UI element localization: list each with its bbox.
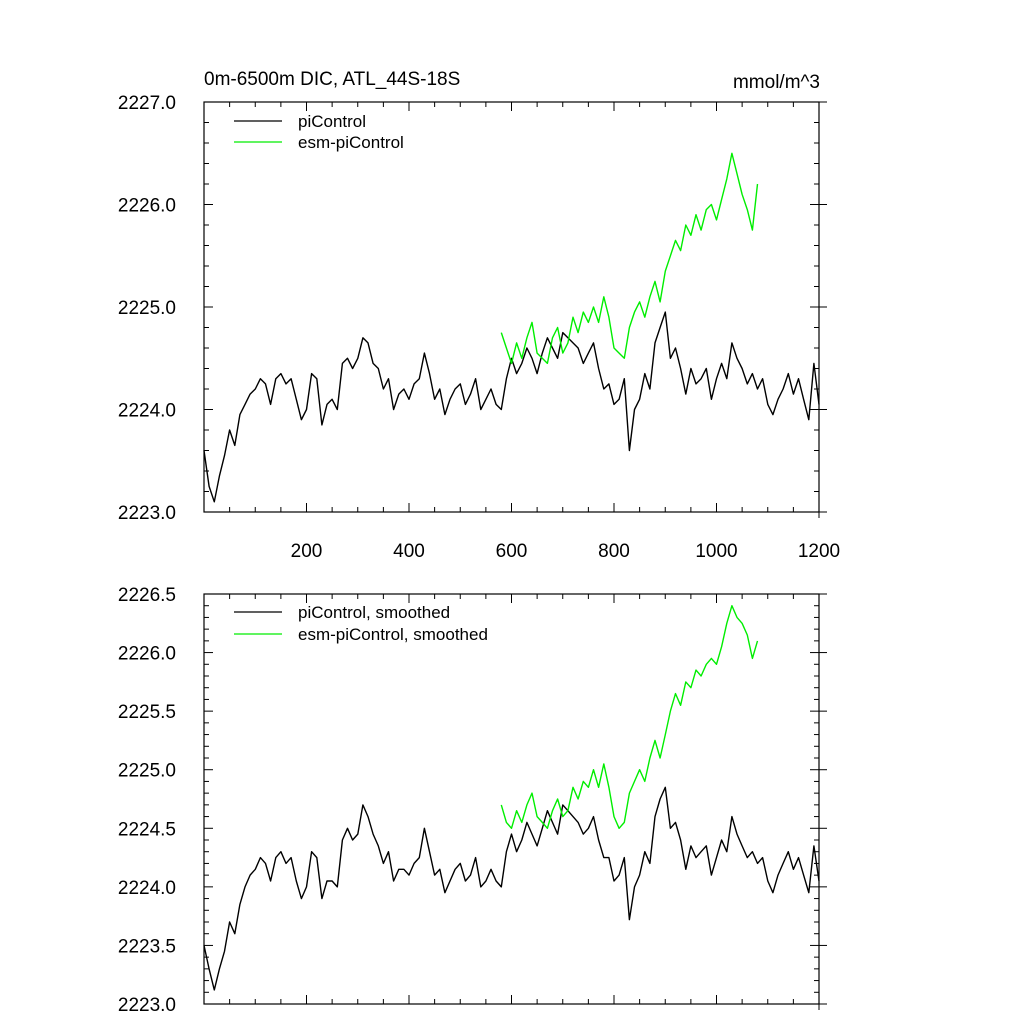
y-tick-label: 2224.0	[118, 401, 176, 422]
x-tick-label: 600	[496, 541, 528, 562]
series-line-picontrol-smoothed	[203, 786, 820, 991]
y-tick-label: 2227.0	[118, 93, 176, 114]
legend-label-esm-picontrol-smoothed: esm-piControl, smoothed	[298, 625, 488, 644]
series-lines	[203, 605, 820, 991]
y-tick-label: 2225.0	[118, 761, 176, 782]
y-tick-label: 2224.0	[118, 878, 176, 899]
top-panel: 0m-6500m DIC, ATL_44S-18S mmol/m^3 2223.…	[118, 69, 840, 562]
axis-ticks	[204, 593, 827, 1010]
legend-label-picontrol: piControl	[298, 112, 366, 131]
series-line-esm-picontrol-smoothed	[500, 605, 759, 829]
y-tick-label: 2226.0	[118, 196, 176, 217]
y-tick-label: 2223.5	[118, 936, 176, 957]
series-line-picontrol	[203, 311, 820, 503]
x-tick-label: 1200	[798, 541, 840, 562]
x-tick-label: 1000	[695, 541, 737, 562]
y-tick-label: 2223.0	[118, 995, 176, 1016]
units-label: mmol/m^3	[733, 72, 820, 93]
x-tick-label: 400	[393, 541, 425, 562]
legend: piControl, smoothed esm-piControl, smoot…	[234, 603, 488, 644]
y-tick-label: 2224.5	[118, 819, 176, 840]
plot-area-frame	[203, 101, 820, 513]
y-tick-label: 2226.5	[118, 585, 176, 606]
legend-label-esm-picontrol: esm-piControl	[298, 133, 404, 152]
series-line-esm-picontrol	[500, 152, 759, 365]
plot-area-frame	[203, 593, 820, 1005]
x-tick-labels: 200 400 600 800 1000 1200	[291, 541, 840, 562]
legend-label-picontrol-smoothed: piControl, smoothed	[298, 603, 450, 622]
y-tick-labels: 2223.0 2224.0 2225.0 2226.0 2227.0	[118, 93, 176, 524]
y-tick-label: 2225.5	[118, 702, 176, 723]
y-tick-label: 2226.0	[118, 644, 176, 665]
x-tick-label: 800	[598, 541, 630, 562]
y-tick-label: 2223.0	[118, 503, 176, 524]
chart-title: 0m-6500m DIC, ATL_44S-18S	[204, 69, 460, 90]
y-tick-label: 2225.0	[118, 298, 176, 319]
series-lines	[203, 152, 820, 503]
y-tick-labels: 2223.0 2223.5 2224.0 2224.5 2225.0 2225.5 2226…	[118, 585, 176, 1016]
bottom-panel: 2223.0 2223.5 2224.0 2224.5 2225.0 2225.5 2226…	[118, 585, 827, 1016]
x-tick-label: 200	[291, 541, 323, 562]
legend: piControl esm-piControl	[234, 112, 404, 152]
axis-ticks	[204, 101, 827, 518]
